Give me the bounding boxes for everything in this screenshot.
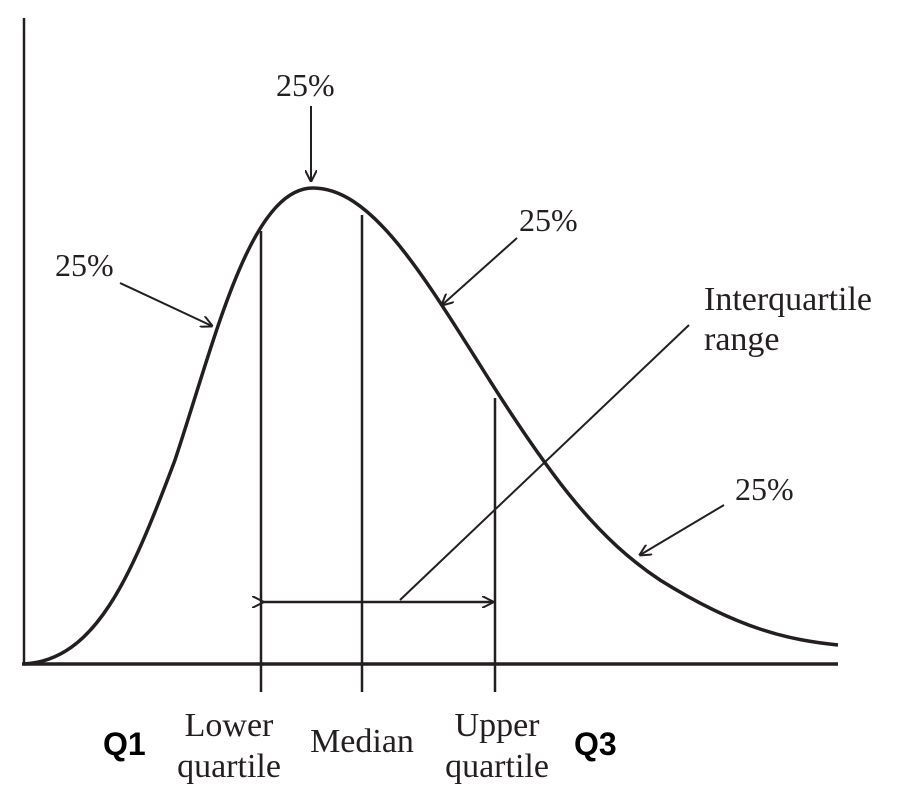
iqr-pointer-line	[399, 324, 690, 601]
q3-label: Q3	[574, 726, 617, 762]
upper-right-arrow	[442, 237, 518, 305]
peak-percent-label: 25%	[276, 67, 335, 103]
distribution-curve	[23, 186, 839, 666]
tail-percent-label: 25%	[735, 471, 794, 507]
upper-quartile-label-line1: Upper	[455, 707, 541, 744]
upper-right-percent-label: 25%	[519, 202, 578, 238]
left-arrow	[119, 282, 212, 326]
lower-quartile-label-line1: Lower	[185, 707, 274, 744]
upper-quartile-label-line2: quartile	[445, 748, 549, 785]
lower-quartile-label-line2: quartile	[177, 748, 281, 785]
q1-label: Q1	[103, 726, 146, 762]
left-percent-label: 25%	[55, 247, 114, 283]
median-label: Median	[310, 723, 414, 760]
iqr-label-line2: range	[704, 321, 780, 358]
tail-arrow	[640, 504, 725, 555]
iqr-label-line1: Interquartile	[704, 281, 872, 318]
